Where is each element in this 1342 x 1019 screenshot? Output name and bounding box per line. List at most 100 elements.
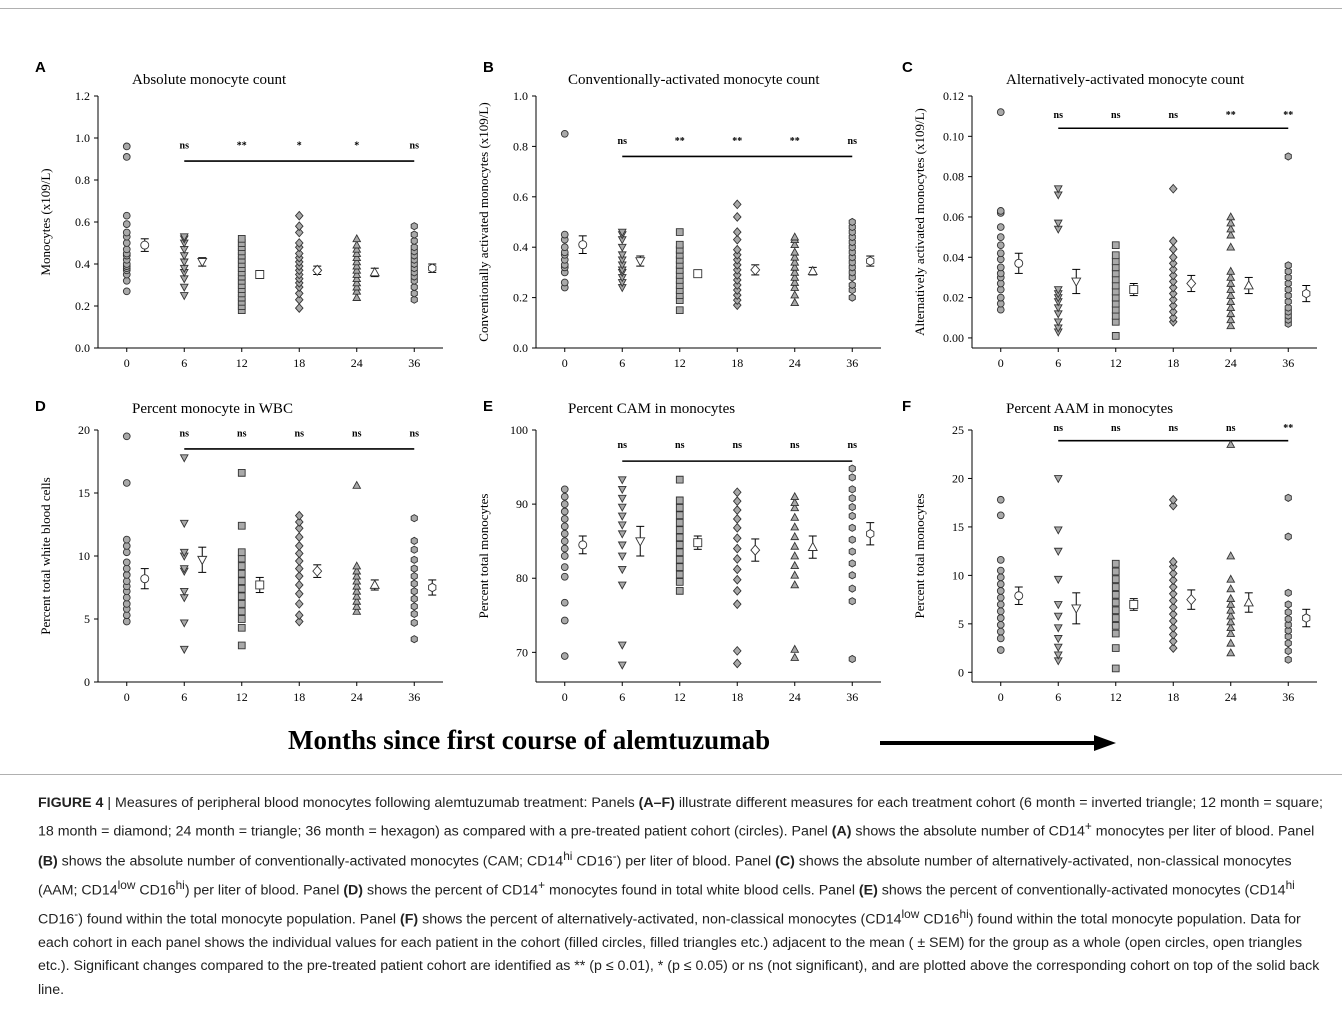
caption-superscript: - — [74, 906, 79, 921]
mean-marker — [1186, 277, 1197, 290]
caption-superscript: hi — [1285, 877, 1295, 892]
data-point — [410, 564, 418, 573]
data-point — [410, 514, 418, 523]
data-point — [294, 210, 304, 221]
mean-marker — [750, 544, 761, 556]
data-point — [1168, 500, 1178, 511]
caption-segment: shows the percent of conventionally-acti… — [877, 882, 1286, 899]
data-point — [848, 584, 856, 593]
data-point — [560, 572, 569, 581]
data-point — [1168, 494, 1178, 505]
caption-segment: ) per liter of blood. Panel — [184, 882, 344, 899]
data-point — [675, 526, 684, 534]
significance-label: ** — [237, 141, 247, 152]
mean-marker — [866, 256, 875, 266]
caption-separator: | — [103, 795, 116, 811]
x-axis-main-label: Months since first course of alemtuzumab — [288, 725, 771, 755]
data-point — [122, 479, 131, 487]
cohort-0-group — [122, 432, 150, 626]
cohort-6-group — [1053, 475, 1082, 666]
mean-marker — [140, 574, 150, 584]
panel-title: Alternatively-activated monocyte count — [1006, 72, 1245, 88]
significance-label: ns — [618, 136, 628, 147]
data-point — [560, 652, 569, 660]
y-tick-label: 1.0 — [513, 89, 528, 103]
panel-letter: A — [35, 59, 46, 76]
caption-superscript: - — [612, 848, 617, 863]
data-point — [848, 293, 856, 302]
data-point — [1168, 264, 1178, 275]
data-point — [732, 199, 742, 210]
data-point — [996, 573, 1005, 582]
x-tick-label: 12 — [1110, 356, 1122, 370]
caption-segment: Measures of peripheral blood monocytes f… — [115, 795, 639, 811]
panel-letter: D — [35, 398, 46, 415]
data-point — [294, 227, 304, 238]
panel-title: Absolute monocyte count — [132, 72, 287, 88]
panel-title: Conventionally-activated monocyte count — [568, 72, 820, 88]
mean-marker — [1302, 613, 1311, 623]
data-point — [1168, 588, 1178, 599]
data-point — [617, 530, 627, 539]
data-point — [1226, 272, 1236, 281]
caption-segment: ) found within the total monocyte popula… — [78, 911, 401, 928]
data-point — [732, 264, 742, 275]
data-point — [560, 529, 569, 538]
data-point — [1168, 609, 1178, 620]
caption-panel-ref: (E) — [858, 882, 878, 899]
data-point — [848, 511, 856, 521]
mean-marker — [1014, 258, 1024, 268]
cohort-36-group — [410, 222, 437, 304]
data-point — [560, 515, 569, 523]
data-point — [237, 569, 246, 578]
x-tick-label: 0 — [998, 356, 1004, 370]
data-point — [996, 241, 1005, 250]
data-point — [1053, 635, 1063, 644]
y-tick-label: 0.6 — [513, 190, 528, 204]
y-tick-label: 1.0 — [75, 131, 90, 145]
data-point — [294, 517, 304, 527]
data-point — [1168, 300, 1178, 311]
y-tick-label: 0.0 — [513, 341, 528, 355]
caption-divider — [0, 774, 1342, 775]
data-point — [1053, 601, 1063, 610]
x-tick-label: 6 — [1055, 356, 1061, 370]
data-point — [1168, 622, 1178, 633]
cohort-12-group — [675, 228, 703, 315]
top-divider — [0, 8, 1342, 9]
data-point — [732, 295, 742, 306]
caption-segment: CD16 — [919, 911, 960, 928]
data-point — [675, 578, 684, 586]
caption-segment: monocytes per liter of blood. Panel — [1091, 824, 1315, 841]
data-point — [617, 581, 627, 590]
y-tick-label: 70 — [516, 645, 528, 659]
data-point — [352, 248, 362, 257]
data-point — [1284, 261, 1292, 270]
data-point — [122, 211, 131, 220]
data-point — [410, 609, 418, 619]
significance-label: ns — [237, 428, 247, 439]
data-point — [732, 496, 742, 507]
data-point — [237, 577, 246, 586]
y-tick-label: 0.10 — [943, 129, 964, 143]
data-point — [352, 591, 362, 600]
cohort-12-group — [1111, 241, 1139, 340]
data-point — [560, 500, 569, 508]
data-point — [122, 611, 131, 620]
data-point — [675, 533, 684, 542]
data-point — [996, 593, 1005, 602]
data-point — [675, 541, 684, 549]
data-point — [996, 600, 1005, 609]
panel-f: F Percent AAM in monocytes 0 5 10 15 20 25 Perce… — [902, 398, 1317, 704]
data-point — [410, 635, 418, 644]
significance-label: ns — [848, 136, 858, 147]
significance-label: ns — [1169, 423, 1179, 434]
mean-marker — [428, 263, 437, 273]
data-point — [1168, 595, 1178, 606]
data-point — [848, 494, 856, 503]
caption-segment: shows the absolute number of conventiona… — [57, 853, 564, 870]
data-point — [617, 541, 627, 550]
y-tick-label: 0.6 — [75, 215, 90, 229]
data-point — [1284, 291, 1292, 300]
cohort-0-group — [560, 129, 588, 292]
